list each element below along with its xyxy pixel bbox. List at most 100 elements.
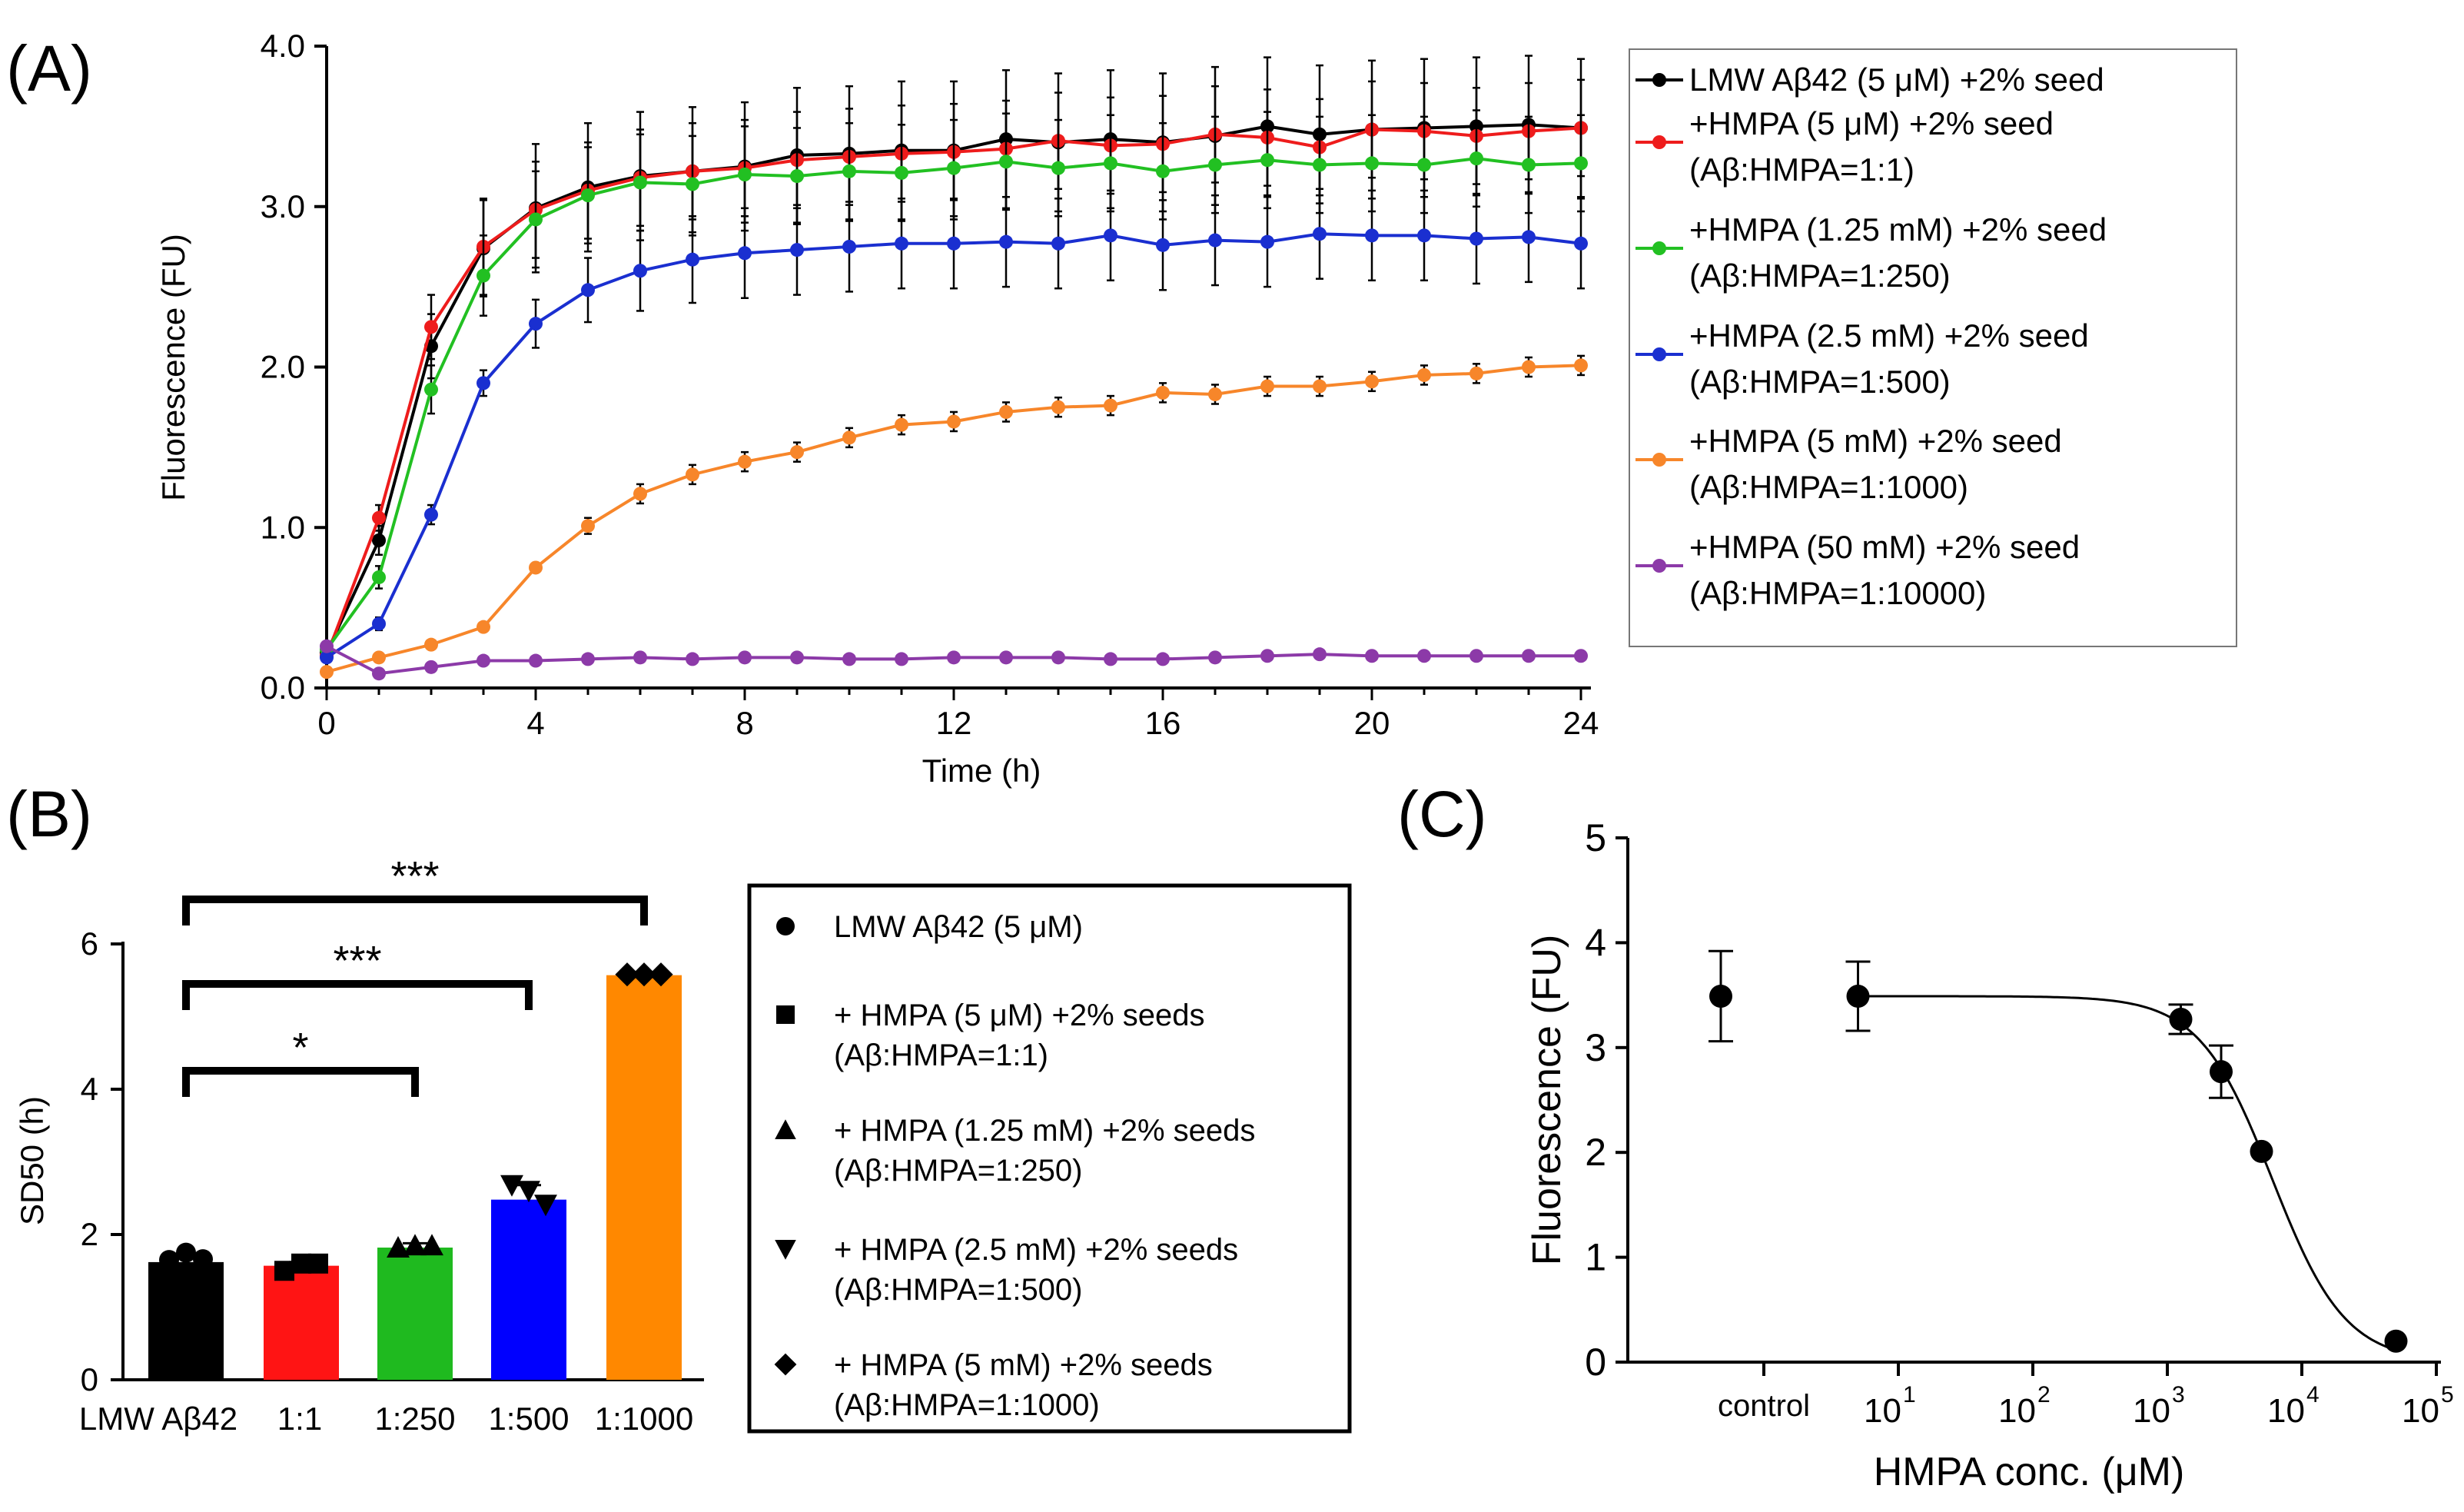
panel-c-x-tick-exponent: 4 <box>2306 1382 2320 1407</box>
panel-a-legend-sublabel: (Aβ:HMPA=1:1) <box>1689 151 1914 188</box>
panel-b-x-label: 1:1000 <box>595 1401 693 1437</box>
panel-c-point <box>1709 984 1732 1008</box>
panel-b-legend-label: LMW Aβ42 (5 μM) <box>834 910 1083 944</box>
panel-b-y-tick-label: 4 <box>81 1071 98 1107</box>
panel-a-point <box>1469 151 1483 166</box>
panel-c-point-group <box>1845 960 1871 1032</box>
panel-a-point <box>1051 161 1065 175</box>
panel-a-point <box>842 239 856 254</box>
panel-c-y-tick-label: 3 <box>1585 1026 1606 1069</box>
panel-b-point <box>403 1234 427 1256</box>
panel-a-point <box>1208 650 1222 665</box>
panel-b-x-label: 1:250 <box>374 1401 455 1437</box>
panel-c-point-group <box>2168 1003 2193 1035</box>
panel-a-legend-sublabel: (Aβ:HMPA=1:1000) <box>1689 469 1968 505</box>
panel-a-label: (A) <box>6 32 92 105</box>
panel-a-x-tick-label: 8 <box>736 705 753 741</box>
panel-a-point <box>424 507 438 522</box>
panel-b-bar <box>148 1261 224 1380</box>
panel-b-point <box>193 1249 213 1270</box>
panel-c-x-tick-base: 10 <box>1998 1392 2036 1430</box>
panel-c-x-tick-exponent: 3 <box>2172 1382 2185 1407</box>
panel-a-point <box>1208 387 1222 401</box>
panel-a-point <box>1313 647 1327 662</box>
panel-a-point <box>1104 228 1117 243</box>
panel-c-x-tick-base: 10 <box>1864 1392 1901 1430</box>
panel-a-point <box>1417 367 1431 382</box>
panel-b-point <box>159 1250 179 1271</box>
panel-b-legend-label: + HMPA (1.25 mM) +2% seeds <box>834 1114 1255 1148</box>
panel-a-point <box>1313 379 1327 394</box>
panel-c-y-tick-label: 0 <box>1585 1341 1606 1384</box>
panel-a-point <box>529 212 543 227</box>
panel-b-legend-sublabel: (Aβ:HMPA=1:250) <box>834 1154 1083 1188</box>
panel-b-legend-marker <box>776 917 795 935</box>
panel-a-point <box>1104 652 1117 666</box>
panel-c-x-tick-base: 10 <box>2133 1392 2170 1430</box>
panel-a-point <box>1260 153 1274 168</box>
panel-a-point <box>738 246 752 261</box>
panel-b-point <box>176 1242 196 1263</box>
panel-b-point <box>274 1261 294 1281</box>
panel-a-legend-sublabel: (Aβ:HMPA=1:500) <box>1689 364 1951 400</box>
panel-b-point <box>387 1236 410 1258</box>
panel-a-point <box>1365 374 1379 389</box>
panel-b-legend-marker <box>776 1005 795 1024</box>
panel-a-point <box>372 533 386 547</box>
panel-b-legend-sublabel: (Aβ:HMPA=1:1) <box>834 1038 1048 1072</box>
panel-a-point <box>842 430 856 445</box>
panel-a-point <box>477 376 490 390</box>
panel-c-x-ticks: control 10 1 10 2 10 3 10 4 10 5 <box>1718 1362 2454 1430</box>
panel-b-x-label: LMW Aβ42 <box>79 1401 237 1437</box>
panel-a-point <box>633 487 647 501</box>
panel-b-legend: LMW Aβ42 (5 μM) + HMPA (5 μM) +2% seeds (A… <box>747 883 1352 1434</box>
panel-a-point <box>1260 234 1274 249</box>
panel-a-point <box>842 652 856 666</box>
panel-a-point <box>895 236 908 251</box>
panel-a-point <box>581 188 595 203</box>
panel-b-significance-bracket <box>182 896 648 925</box>
panel-b-y-tick-label: 2 <box>81 1216 98 1252</box>
panel-c-point <box>2384 1329 2408 1353</box>
panel-c-x-tick-exponent: 5 <box>2441 1382 2454 1407</box>
panel-a-y-tick-label: 1.0 <box>261 509 305 545</box>
panel-a-point <box>424 382 438 397</box>
panel-c-y-tick-label: 2 <box>1585 1131 1606 1174</box>
panel-a-point <box>1156 652 1170 666</box>
panel-b-significance: ******* <box>182 853 648 1097</box>
panel-c-label: (C) <box>1397 778 1487 850</box>
panel-a-point <box>1365 649 1379 663</box>
panel-a-point <box>1417 228 1431 243</box>
panel-a-point <box>1104 398 1117 413</box>
panel-a-point <box>320 650 334 665</box>
panel-a-point <box>529 560 543 575</box>
panel-a-point <box>790 243 804 258</box>
panel-b-label: (B) <box>6 778 92 850</box>
panel-a-point <box>424 637 438 652</box>
panel-a-point <box>372 650 386 665</box>
panel-c-point-group <box>1709 949 1733 1043</box>
panel-a-point <box>633 650 647 665</box>
panel-c-point <box>2169 1007 2193 1031</box>
panel-b-bar-group <box>606 962 682 1380</box>
panel-a-legend: LMW Aβ42 (5 μM) +2% seed +HMPA (5 μM) +2%… <box>1629 48 2237 647</box>
panel-a-point <box>738 168 752 181</box>
panel-a-point <box>1208 158 1222 172</box>
panel-a-point <box>372 616 386 631</box>
panel-c-x-tick-exponent: 1 <box>1903 1382 1916 1407</box>
panel-a-x-axis-label: Time (h) <box>922 753 1041 789</box>
panel-b-legend-marker <box>775 1119 796 1139</box>
panel-a-point <box>1417 649 1431 663</box>
panel-a-point <box>372 570 386 584</box>
panel-a-point <box>738 454 752 469</box>
panel-c-y-tick-label: 5 <box>1585 816 1606 859</box>
panel-b-significance-bracket <box>182 980 533 1010</box>
panel-a-point <box>424 660 438 674</box>
panel-a-point <box>372 666 386 681</box>
panel-b-significance-label: *** <box>333 938 381 984</box>
panel-c-x-tick-base: 10 <box>2267 1392 2305 1430</box>
panel-a-x-tick-label: 20 <box>1354 705 1390 741</box>
panel-b-legend-sublabel: (Aβ:HMPA=1:500) <box>834 1273 1083 1307</box>
panel-a-point <box>686 252 699 267</box>
panel-a-legend-label: +HMPA (1.25 mM) +2% seed <box>1689 211 2107 248</box>
